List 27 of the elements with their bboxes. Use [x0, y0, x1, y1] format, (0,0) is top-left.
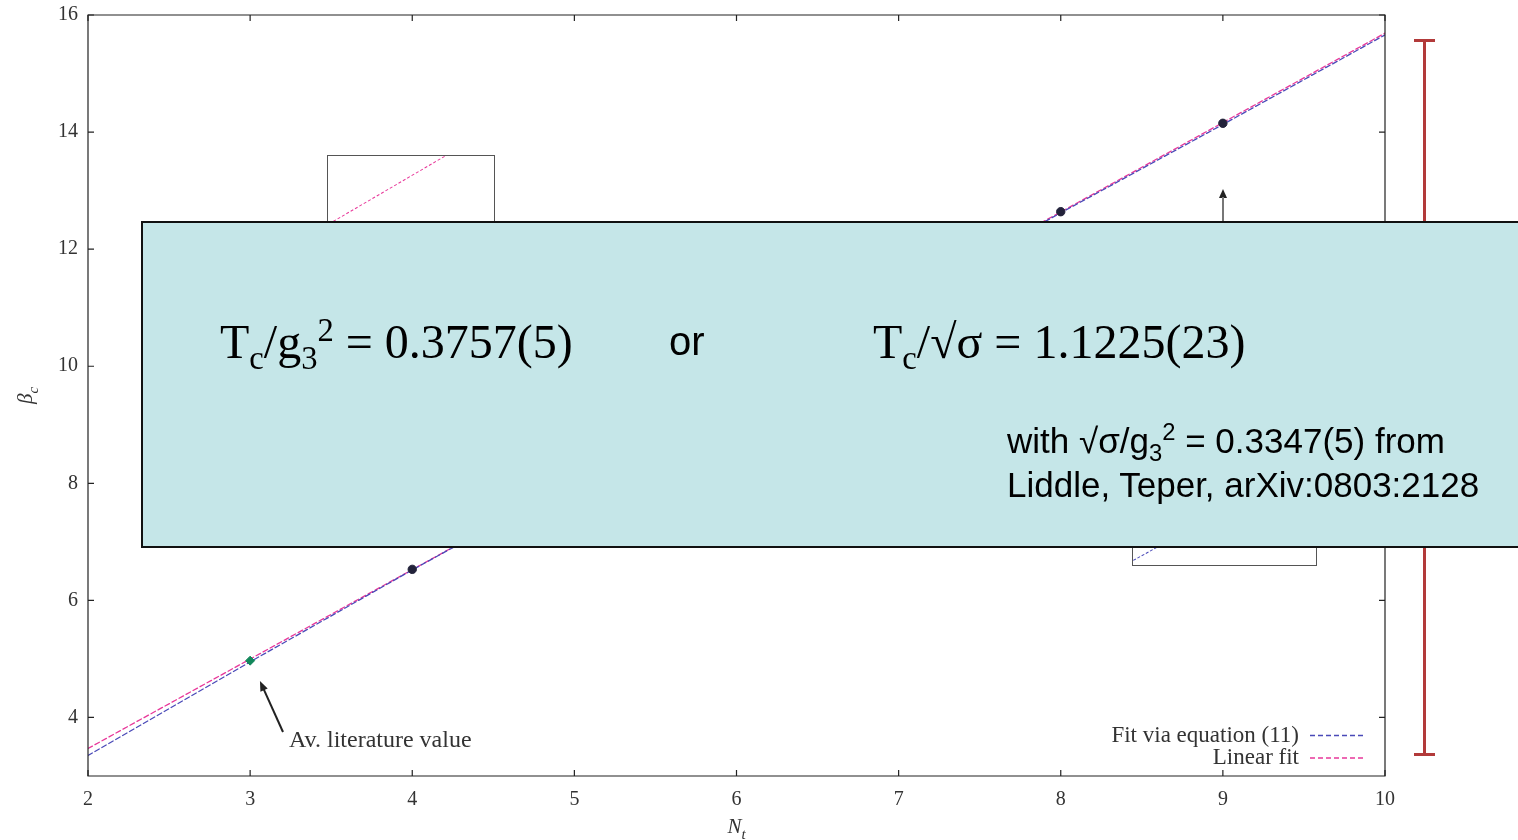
point [407, 564, 417, 575]
annotation: with √σ/g$_{3}$$^{2}$ = 0.3347(5) from Liddle, Teper, arXiv:0803:2128 [1007, 418, 1481, 506]
y-tick-label: 12 [58, 236, 78, 259]
legend-label: Fit via equation (11) [1111, 721, 1300, 747]
y-tick-label: 8 [68, 470, 78, 493]
x-tick-label: 7 [893, 787, 904, 810]
x-tick-label: 2 [83, 787, 93, 810]
y-tick-label: 16 [58, 2, 78, 25]
x-tick-label: 9 [1217, 787, 1228, 810]
x-tick-label: 10 [1375, 787, 1395, 810]
y-tick-label: 6 [68, 587, 78, 610]
y-axis-title: βc [13, 386, 41, 406]
annotation: Av. literature value [289, 726, 472, 752]
x-tick-label: 3 [245, 787, 256, 810]
point [245, 655, 256, 666]
annotation: or [669, 319, 705, 363]
x-tick-label: 5 [569, 787, 580, 810]
y-tick-label: 10 [58, 353, 78, 376]
point [1056, 206, 1066, 217]
x-tick-label: 4 [407, 787, 418, 810]
y-tick-label: 14 [58, 119, 78, 142]
point [1218, 118, 1228, 128]
y-tick-label: 4 [68, 704, 78, 727]
x-tick-label: 6 [731, 787, 742, 810]
x-tick-label: 8 [1055, 787, 1066, 810]
annotation: T$_{c}$/√σ = 1.1225(23) [873, 315, 1246, 376]
annotation: T$_{c}$/g$_{3}$$^{2}$ = 0.3757(5) [220, 312, 573, 376]
